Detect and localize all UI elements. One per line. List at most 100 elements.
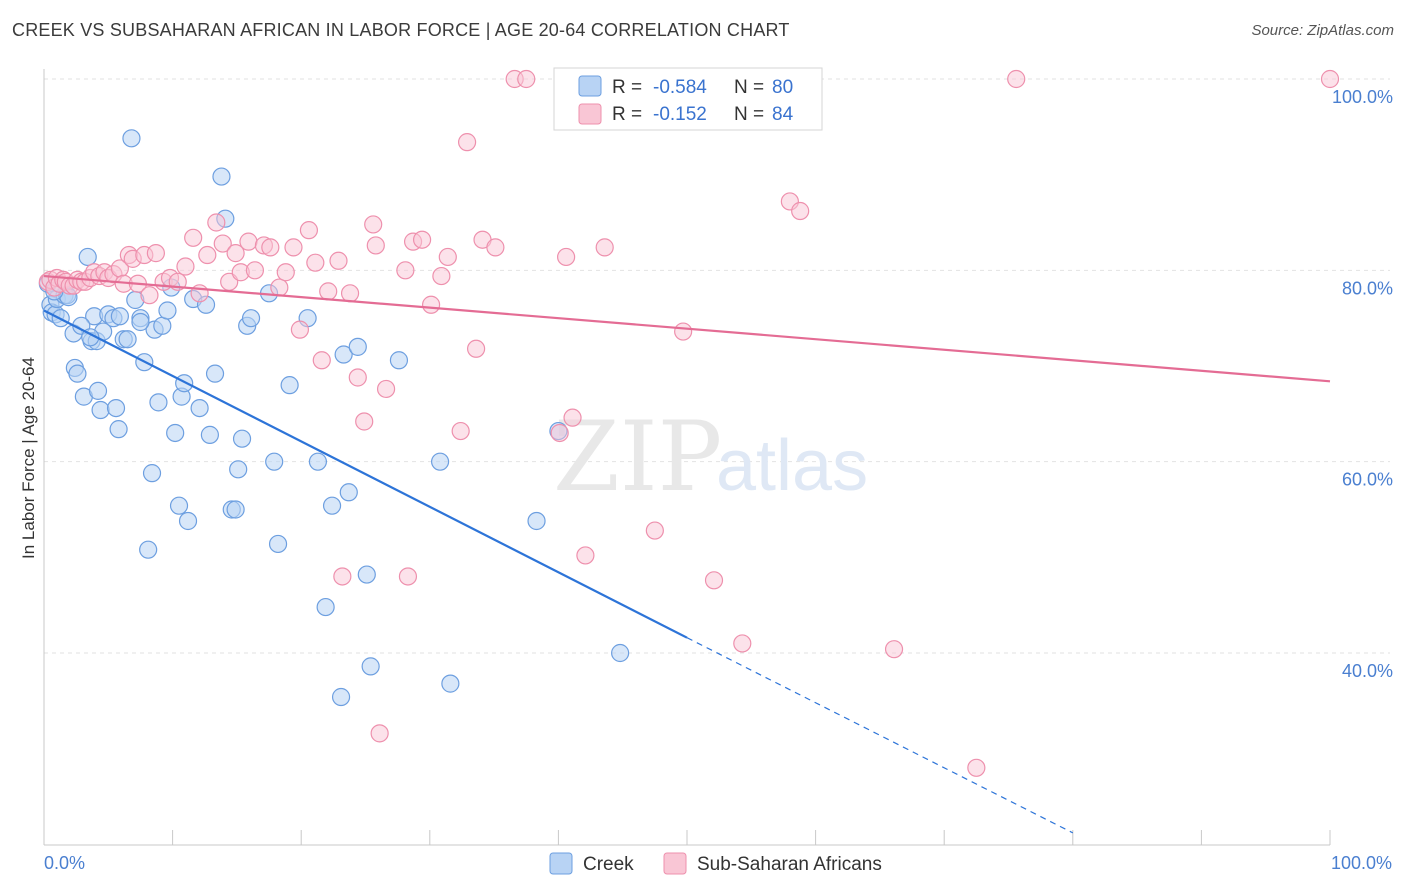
legend-r-value-creek: -0.584: [653, 77, 707, 98]
ssa-point: [421, 295, 441, 314]
series-legend: Creek Sub-Saharan Africans: [549, 852, 882, 875]
legend-r-label-creek: R =: [612, 77, 642, 98]
creek-point: [175, 374, 194, 393]
ssa-point: [299, 221, 319, 240]
trend-lines: [43, 274, 1331, 834]
legend-n-value-creek: 80: [772, 77, 793, 98]
creek-point: [241, 309, 261, 328]
creek-point: [441, 674, 460, 693]
ssa-point: [595, 238, 614, 257]
creek-point: [78, 247, 97, 267]
ssa-point: [396, 261, 415, 280]
creek-point: [527, 511, 546, 531]
y-tick-label: 80.0%: [1342, 278, 1393, 298]
ssa-point: [312, 351, 331, 370]
creek-point: [265, 452, 284, 471]
ssa-point: [674, 322, 693, 341]
ssa-point: [261, 238, 280, 257]
ssa-point: [276, 263, 295, 282]
chart-source: Source: ZipAtlas.com: [1251, 22, 1394, 39]
legend-n-value-ssa: 84: [772, 104, 794, 125]
creek-point: [308, 452, 328, 471]
ssa-point: [370, 724, 389, 743]
creek-point: [361, 657, 380, 676]
creek-point: [106, 398, 126, 418]
creek-point: [153, 316, 172, 335]
creek-point: [169, 496, 189, 515]
ssa-point: [329, 251, 348, 270]
ssa-point: [239, 232, 258, 251]
creek-point: [316, 597, 335, 617]
ssa-point: [207, 213, 226, 232]
creek-point: [212, 167, 231, 186]
creek-trend-line: [43, 309, 688, 639]
ssa-point: [557, 247, 576, 267]
creek-point: [611, 643, 630, 663]
ssa-point: [340, 284, 360, 303]
ssa-point: [355, 412, 374, 431]
ssa-point: [306, 253, 325, 272]
creek-point: [357, 565, 376, 584]
ssa-point: [517, 69, 536, 89]
creek-point: [178, 511, 198, 531]
ssa-point: [290, 320, 310, 339]
watermark-atlas: atlas: [716, 426, 868, 506]
grid-lines: [44, 78, 1390, 654]
creek-point: [68, 364, 87, 383]
ssa-point: [198, 245, 217, 265]
ssa-point: [884, 640, 904, 659]
ssa-point: [550, 423, 569, 443]
creek-point: [334, 345, 353, 364]
creek-point: [226, 500, 245, 519]
bottom-legend-label-creek: Creek: [583, 854, 634, 875]
creek-point: [139, 540, 158, 559]
creek-point: [331, 687, 351, 707]
legend-n-label-ssa: N =: [734, 104, 764, 125]
ssa-point: [576, 546, 595, 565]
ssa-point: [438, 247, 457, 267]
ssa-point: [319, 282, 338, 301]
creek-point: [131, 312, 150, 332]
ssa-point: [563, 408, 582, 427]
creek-point: [280, 376, 299, 395]
creek-point: [232, 429, 252, 448]
ssa-point: [466, 339, 486, 358]
legend-n-label-creek: N =: [734, 77, 764, 98]
creek-point: [149, 393, 168, 412]
ssa-point: [226, 244, 245, 263]
ssa-point: [284, 238, 303, 257]
x-axis-ticks: [43, 830, 1331, 845]
bottom-legend-label-ssa: Sub-Saharan Africans: [697, 854, 882, 875]
chart-title: CREEK VS SUBSAHARAN AFRICAN IN LABOR FOR…: [12, 20, 790, 40]
creek-point: [88, 381, 108, 400]
bottom-legend-swatch-creek: [549, 852, 573, 875]
ssa-point: [1007, 69, 1026, 89]
ssa-point: [704, 571, 724, 590]
creek-points: [38, 129, 630, 707]
creek-point: [118, 330, 137, 349]
ssa-point: [333, 567, 352, 586]
y-axis-tick-labels: 40.0% 60.0% 80.0% 100.0%: [1332, 87, 1393, 681]
ssa-point: [432, 266, 451, 286]
ssa-point: [486, 238, 505, 257]
creek-point: [190, 398, 209, 418]
ssa-point: [967, 758, 986, 777]
ssa-point: [184, 228, 203, 247]
creek-point: [109, 420, 128, 439]
legend-swatch-creek: [578, 75, 602, 97]
ssa-point: [176, 257, 195, 276]
creek-point: [158, 301, 177, 320]
creek-point: [389, 351, 409, 370]
legend-r-value-ssa: -0.152: [653, 104, 707, 125]
creek-point: [142, 464, 162, 483]
ssa-point: [457, 133, 477, 152]
x-tick-label-max: 100.0%: [1331, 853, 1392, 873]
ssa-point: [412, 230, 432, 249]
y-axis-label: In Labor Force | Age 20-64: [19, 357, 38, 559]
y-tick-label: 100.0%: [1332, 87, 1393, 107]
x-tick-label-min: 0.0%: [44, 853, 85, 873]
ssa-point: [733, 634, 752, 653]
creek-point: [430, 452, 450, 471]
ssa-point: [213, 234, 232, 253]
